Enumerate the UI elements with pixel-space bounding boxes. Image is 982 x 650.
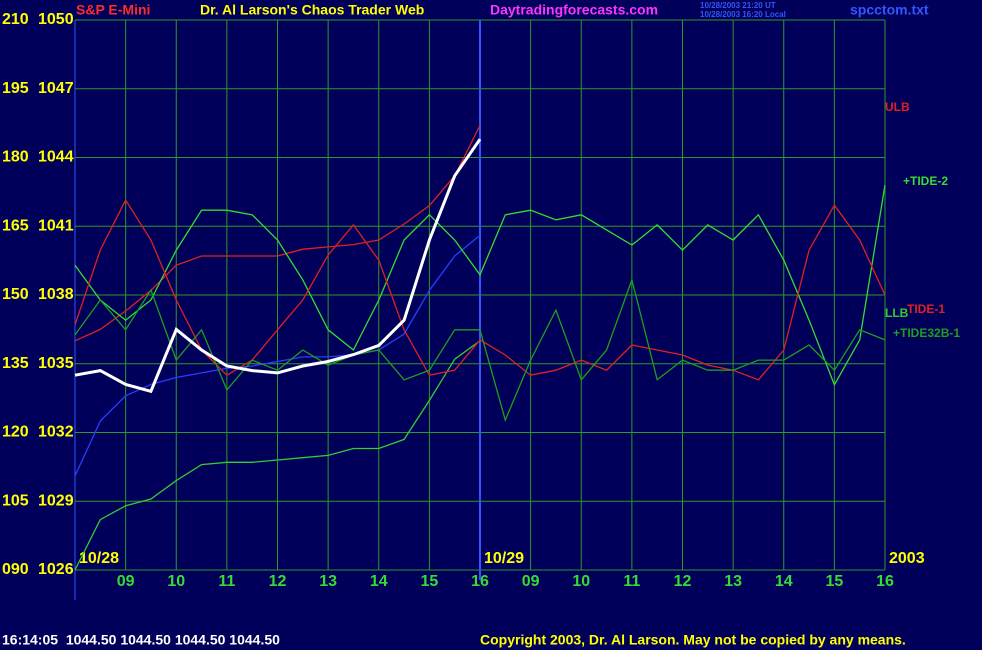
x-tick-label: 10 <box>572 573 590 590</box>
legend-label: +TIDE32B-1 <box>893 326 960 340</box>
x-tick-label: 11 <box>623 573 640 590</box>
series-line <box>74 277 886 423</box>
y2-tick-label: 150 <box>2 286 29 303</box>
y-tick-label: 1029 <box>38 492 74 509</box>
series-line <box>74 125 481 342</box>
y-tick-label: 1026 <box>38 561 74 578</box>
legend-label: TIDE-1 <box>907 302 945 316</box>
series-line <box>74 138 482 394</box>
chart-title: Dr. Al Larson's Chaos Trader Web <box>200 2 424 18</box>
legend-label: LLB <box>885 306 909 320</box>
x-tick-label: 14 <box>775 573 793 590</box>
filename: spcctom.txt <box>850 2 929 18</box>
x-tick-label: 12 <box>269 573 287 590</box>
y-tick-label: 1032 <box>38 424 74 441</box>
legend-label: +TIDE-2 <box>903 174 948 188</box>
series-line <box>74 198 886 381</box>
series-line <box>74 340 481 571</box>
copyright: Copyright 2003, Dr. Al Larson. May not b… <box>480 632 906 648</box>
x-tick-label: 13 <box>319 573 337 590</box>
date-label: 10/29 <box>484 550 524 567</box>
y-tick-label: 1044 <box>38 149 74 166</box>
y2-tick-label: 090 <box>2 561 29 578</box>
y2-tick-label: 120 <box>2 424 29 441</box>
x-tick-label: 15 <box>825 573 843 590</box>
y-tick-label: 1047 <box>38 80 74 97</box>
date-label: 2003 <box>889 550 925 567</box>
timestamp: 10/28/2003 16:20 Local <box>700 10 786 19</box>
x-tick-label: 14 <box>370 573 388 590</box>
y2-tick-label: 210 <box>2 11 29 28</box>
y-tick-label: 1041 <box>38 217 74 234</box>
y2-tick-label: 105 <box>2 492 29 509</box>
y2-tick-label: 180 <box>2 149 29 166</box>
legend-label: ULB <box>885 100 910 114</box>
symbol: S&P E-Mini <box>76 2 150 18</box>
x-tick-label: 16 <box>471 573 489 590</box>
y-tick-label: 1038 <box>38 286 74 303</box>
x-tick-label: 12 <box>674 573 692 590</box>
y2-tick-label: 135 <box>2 355 29 372</box>
x-tick-label: 13 <box>724 573 742 590</box>
footer-quote: 16:14:05 1044.50 1044.50 1044.50 1044.50 <box>2 632 280 648</box>
y-tick-label: 1050 <box>38 11 74 28</box>
x-tick-label: 10 <box>167 573 185 590</box>
x-tick-label: 16 <box>876 573 894 590</box>
x-tick-label: 15 <box>420 573 438 590</box>
y-tick-label: 1035 <box>38 355 74 372</box>
date-label: 10/28 <box>79 550 119 567</box>
timestamp: 10/28/2003 21:20 UT <box>700 1 776 10</box>
x-tick-label: 09 <box>117 573 135 590</box>
y2-tick-label: 195 <box>2 80 29 97</box>
x-tick-label: 09 <box>522 573 540 590</box>
x-tick-label: 11 <box>218 573 235 590</box>
y2-tick-label: 165 <box>2 217 29 234</box>
series-line <box>74 184 886 387</box>
website: Daytradingforecasts.com <box>490 2 658 18</box>
